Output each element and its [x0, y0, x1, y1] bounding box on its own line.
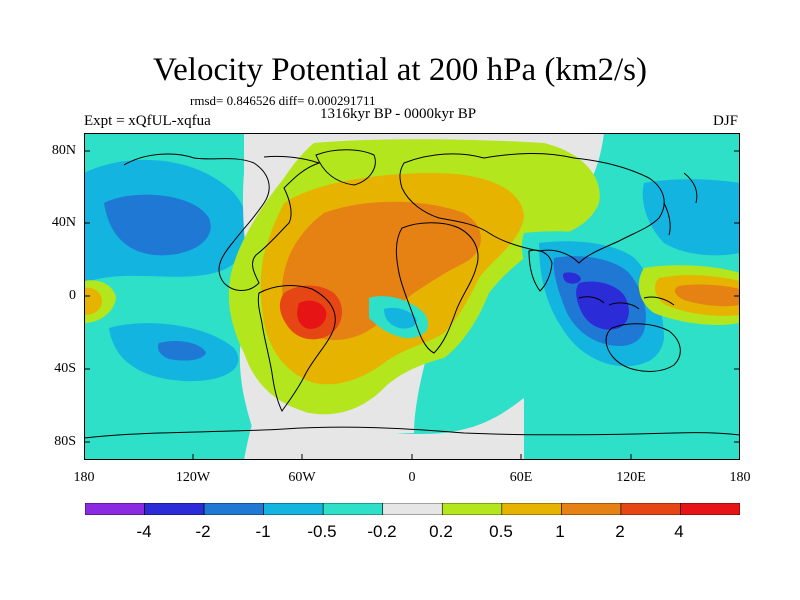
colorbar — [85, 503, 740, 515]
lon-label-120e: 120E — [616, 470, 646, 485]
period-label: 1316kyr BP - 0000kyr BP — [320, 106, 477, 122]
lon-label-180e: 180 — [729, 470, 751, 485]
colorbar-box — [501, 503, 562, 515]
experiment-label: Expt = xQfUL-xqfua — [84, 113, 211, 129]
lon-label-120w: 120W — [175, 470, 211, 485]
colorbar-label-m2: -2 — [195, 522, 211, 541]
axis-ticks — [84, 150, 740, 460]
season-label: DJF — [712, 113, 738, 129]
colorbar-label-m1: -1 — [255, 522, 271, 541]
colorbar-label-m02: -0.2 — [367, 522, 397, 541]
contour-atlantic-negative-m05 — [384, 307, 417, 329]
colorbar-label-p4: 4 — [674, 522, 684, 541]
lon-label-0: 0 — [408, 470, 416, 485]
lon-label-60w: 60W — [288, 470, 316, 485]
contour-nw-pacific-p1 — [674, 284, 740, 307]
velocity-potential-map — [84, 133, 740, 460]
lat-label-0: 0 — [69, 288, 76, 303]
colorbar-label-m4: -4 — [136, 522, 152, 541]
lat-label-80s: 80S — [54, 434, 76, 449]
contour-south-pacific-m1 — [157, 341, 206, 361]
lat-label-80n: 80N — [51, 143, 76, 158]
colorbar-box — [441, 503, 503, 515]
colorbar-box — [85, 503, 145, 515]
lon-label-180w: 180 — [73, 470, 95, 485]
colorbar-box — [382, 503, 443, 515]
colorbar-box — [263, 503, 324, 515]
contour-wpac-north-m05 — [642, 179, 740, 256]
contour-positive-p4 — [297, 300, 327, 329]
plot-title: Velocity Potential at 200 hPa (km2/s) — [152, 52, 648, 88]
colorbar-box — [322, 503, 384, 515]
colorbar-box — [620, 503, 681, 515]
colorbar-box — [561, 503, 622, 515]
stats-text: rmsd= 0.846526 diff= 0.000291711 — [190, 93, 376, 108]
colorbar-box — [203, 503, 264, 515]
colorbar-label-p1: 1 — [555, 522, 565, 541]
colorbar-label-m05: -0.5 — [307, 522, 337, 541]
coastlines — [84, 149, 740, 439]
colorbar-label-p2: 2 — [615, 522, 625, 541]
contour-indo-pacific-m2b — [562, 272, 581, 284]
contour-west-edge-p05 — [84, 287, 102, 315]
lon-label-60e: 60E — [509, 470, 533, 485]
colorbar-label-p05: 0.5 — [489, 522, 513, 541]
colorbar-label-p02: 0.2 — [429, 522, 453, 541]
contour-indo-pacific-m2 — [576, 281, 629, 330]
lat-label-40n: 40N — [51, 215, 76, 230]
colorbar-box — [680, 503, 740, 515]
contour-east-pacific-m1 — [104, 194, 211, 256]
lat-label-40s: 40S — [54, 361, 76, 376]
colorbar-box — [144, 503, 205, 515]
contour-southern-neutral — [244, 398, 524, 460]
